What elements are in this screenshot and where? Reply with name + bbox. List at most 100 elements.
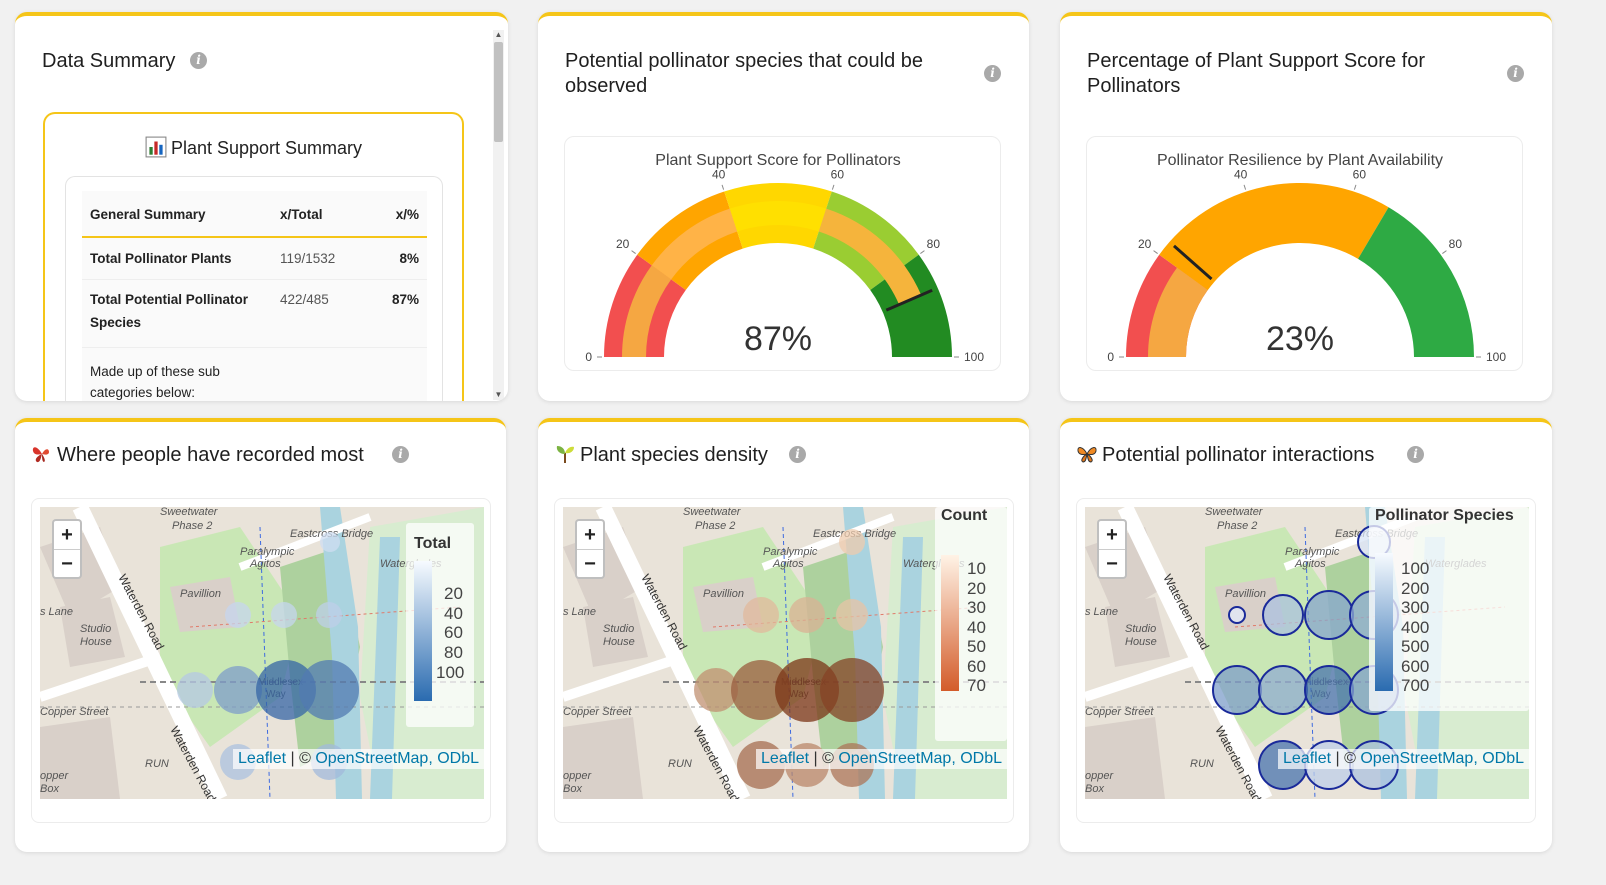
map-bubble[interactable] (1304, 590, 1354, 640)
zoom-in-button[interactable]: + (1106, 524, 1118, 546)
gauge-tick-mark (631, 250, 636, 254)
map-bubble[interactable] (271, 602, 297, 628)
zoom-in-button[interactable]: + (584, 524, 596, 546)
legend-tick: 80 (444, 643, 463, 662)
map-attribution: Leaflet | © OpenStreetMap, ODbL (233, 749, 484, 769)
map1-title-text: Where people have recorded most (57, 444, 364, 466)
svg-text:Phase 2: Phase 2 (172, 520, 212, 532)
map1-panel: Sweetwater Phase 2 Paralympic Agitos Eastcro… (31, 498, 491, 823)
zoom-control: + − (575, 519, 605, 579)
map-bubble[interactable] (836, 599, 868, 631)
monarch-butterfly-icon (1077, 447, 1097, 463)
leaflet-link[interactable]: Leaflet (761, 750, 810, 767)
zoom-out-button[interactable]: − (577, 549, 603, 577)
map-bubble[interactable] (299, 660, 359, 720)
info-icon[interactable]: i (984, 65, 1001, 82)
map-bubble[interactable] (789, 597, 825, 633)
legend-tick: 60 (444, 623, 463, 642)
svg-text:Agitos: Agitos (1294, 558, 1326, 570)
map-bubble[interactable] (731, 660, 791, 720)
map-bubble[interactable] (256, 660, 316, 720)
osm-link[interactable]: OpenStreetMap, ODbL (315, 750, 479, 767)
gauge-tick-mark (1442, 250, 1447, 254)
column-header: General Summary (82, 191, 272, 238)
info-icon[interactable]: i (392, 446, 409, 463)
info-icon[interactable]: i (190, 52, 207, 69)
summary-table-container: General Summary x/Total x/% Total Pollin… (65, 176, 443, 401)
map1[interactable]: Sweetwater Phase 2 Paralympic Agitos Eastcro… (40, 507, 484, 799)
row-value: 119/1532 (272, 237, 377, 280)
map2[interactable]: Sweetwater Phase 2 Paralympic Agitos Eastcro… (563, 507, 1007, 799)
map-bubble[interactable] (177, 672, 213, 708)
data-summary-title: Data Summary (42, 50, 176, 72)
svg-text:Box: Box (563, 783, 582, 795)
svg-text:Pavillion: Pavillion (180, 588, 221, 600)
osm-link[interactable]: OpenStreetMap, ODbL (838, 750, 1002, 767)
leaflet-link[interactable]: Leaflet (1283, 750, 1332, 767)
svg-text:Pavillion: Pavillion (703, 588, 744, 600)
zoom-out-button[interactable]: − (54, 549, 80, 577)
map-bubble[interactable] (694, 668, 738, 712)
gauge-tick-mark (1153, 250, 1158, 254)
legend-title: Count (941, 507, 988, 524)
map-bubble[interactable] (1304, 665, 1354, 715)
svg-text:House: House (1125, 636, 1157, 648)
svg-text:s Lane: s Lane (1085, 606, 1118, 618)
svg-text:Phase 2: Phase 2 (695, 520, 735, 532)
gauge-tick-label: 60 (831, 167, 845, 181)
legend-tick: 70 (967, 676, 986, 695)
table-row: Total Potential Pollinator Species 422/4… (82, 279, 427, 348)
gauge-tick-label: 100 (964, 350, 984, 364)
map-bubble[interactable] (316, 602, 342, 628)
row-pct: 8% (377, 237, 427, 280)
info-icon[interactable]: i (1407, 446, 1424, 463)
scrollbar[interactable]: ▲ ▼ (493, 30, 504, 400)
map2-panel: Sweetwater Phase 2 Paralympic Agitos Eastcro… (554, 498, 1014, 823)
map-bubble[interactable] (839, 529, 865, 555)
row-value: 422/485 (272, 279, 377, 348)
map-bubble[interactable] (820, 658, 884, 722)
map-bubble[interactable] (1212, 665, 1262, 715)
summary-table: General Summary x/Total x/% Total Pollin… (82, 191, 427, 401)
gauge1-chart: Plant Support Score for Pollinators 0 20 40… (585, 152, 984, 364)
gauge-title: Pollinator Resilience by Plant Availabil… (1157, 152, 1443, 169)
leaflet-link[interactable]: Leaflet (238, 750, 287, 767)
map-bubble[interactable] (1258, 665, 1308, 715)
map-bubble[interactable] (225, 602, 251, 628)
scroll-down-arrow-icon[interactable]: ▼ (494, 390, 503, 399)
map-bubble[interactable] (320, 532, 340, 552)
svg-text:Copper Street: Copper Street (1085, 706, 1154, 718)
gauge-tick-mark (920, 250, 925, 254)
osm-link[interactable]: OpenStreetMap, ODbL (1360, 750, 1524, 767)
gauge2-chart: Pollinator Resilience by Plant Availabil… (1107, 152, 1506, 364)
map-bubble[interactable] (214, 666, 262, 714)
attribution-sep: | © (1331, 750, 1361, 767)
info-icon[interactable]: i (1507, 65, 1524, 82)
zoom-in-button[interactable]: + (61, 524, 73, 546)
map-bubble[interactable] (743, 597, 779, 633)
seedling-icon (556, 446, 574, 463)
map-bubble[interactable] (1262, 594, 1304, 636)
legend-tick: 500 (1401, 637, 1430, 656)
legend-tick: 40 (967, 618, 986, 637)
zoom-out-button[interactable]: − (1099, 549, 1125, 577)
svg-text:Studio: Studio (603, 623, 634, 635)
scroll-up-arrow-icon[interactable]: ▲ (494, 30, 503, 39)
map-bubble[interactable] (1228, 606, 1246, 624)
map-bubble[interactable] (775, 658, 839, 722)
zoom-control: + − (1097, 519, 1127, 579)
scroll-thumb[interactable] (494, 42, 503, 142)
gauge-tick-mark (831, 184, 835, 190)
bar-chart-icon (145, 136, 167, 158)
gauge-tick-label: 100 (1486, 350, 1506, 364)
legend-tick: 100 (436, 663, 465, 682)
map3-title: Potential pollinator interactions (1076, 443, 1374, 468)
gauge-tick-mark (1353, 184, 1357, 190)
info-icon[interactable]: i (789, 446, 806, 463)
gauge-card-species: Potential pollinator species that could … (538, 12, 1029, 401)
svg-text:Agitos: Agitos (772, 558, 804, 570)
gauge-tick-label: 80 (927, 237, 941, 251)
map-card-recorded: Where people have recorded most i Sweetw… (15, 418, 506, 852)
svg-text:Sweetwater: Sweetwater (1205, 507, 1264, 518)
